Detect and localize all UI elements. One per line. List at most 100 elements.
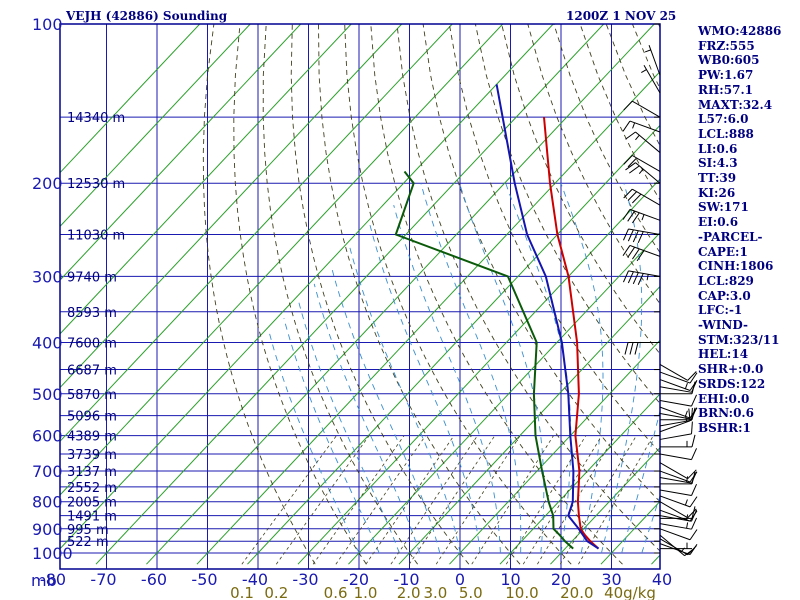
height-label: 522 m (67, 535, 109, 550)
barb-staff (659, 523, 692, 530)
moist-adiabat (459, 183, 545, 554)
isotherm-line (95, 24, 605, 565)
moist-adiabat (600, 183, 643, 554)
index-item: FRZ:555 (698, 38, 755, 53)
barb-staff (659, 462, 688, 480)
barb-full (627, 191, 637, 201)
barb-full (631, 193, 642, 204)
barb-staff (659, 528, 691, 541)
height-label: 4389 m (67, 430, 117, 445)
mixing-ratio-line (312, 435, 405, 565)
index-item: -PARCEL- (698, 229, 763, 244)
barb-full (632, 272, 639, 285)
barb-full (622, 209, 631, 220)
mixing-ratio-label: 2.0 (397, 584, 421, 600)
height-label: 7600 m (67, 336, 117, 351)
wind-barb (624, 341, 660, 355)
barb-half (680, 547, 685, 553)
barb-staff (628, 270, 661, 277)
barb-full (627, 271, 634, 284)
height-label: 5870 m (67, 388, 117, 403)
barb-full (691, 517, 698, 530)
barb-full (691, 394, 698, 407)
moist-adiabat (313, 283, 421, 554)
temperature-tick-label: -50 (191, 570, 217, 589)
isotherm-line (60, 24, 201, 174)
index-item: HEL:14 (698, 347, 749, 362)
temperature-tick-label: 20 (551, 570, 571, 589)
barb-staff (659, 453, 692, 461)
barb-half (632, 122, 636, 129)
barb-full (691, 448, 698, 460)
height-label: 6687 m (67, 364, 117, 379)
isotherm-line (60, 24, 554, 550)
index-item: -WIND- (698, 318, 748, 333)
index-item: LCL:888 (698, 126, 754, 141)
parcel-line (495, 84, 600, 550)
wind-barb (659, 495, 698, 508)
barb-staff (648, 45, 661, 76)
mixing-ratio-label: 20.0 (560, 584, 593, 600)
mixing-ratio-line (390, 435, 478, 565)
index-item: LCL:829 (698, 273, 754, 288)
pressure-tick-label: 900 (32, 520, 63, 539)
wind-barb (622, 244, 661, 262)
barb-staff (659, 489, 692, 496)
pressure-tick-label: 100 (32, 15, 63, 34)
barb-half (635, 134, 640, 141)
height-label: 2552 m (67, 481, 117, 496)
moist-adiabat (369, 224, 481, 554)
mixing-ratio-line (522, 435, 603, 565)
height-label: 5096 m (67, 410, 117, 425)
index-item: PW:1.67 (698, 68, 754, 83)
barb-staff (659, 400, 692, 407)
height-label: 11030 m (67, 229, 125, 244)
mixing-ratio-line (408, 435, 496, 565)
wind-barb (659, 538, 697, 556)
dry-adiabat (789, 24, 800, 564)
temperature-tick-label: -60 (141, 570, 167, 589)
pressure-tick-label: 400 (32, 333, 63, 352)
barb-staff (659, 386, 692, 393)
index-item: RH:57.1 (698, 82, 753, 97)
plot-frame (59, 23, 661, 570)
barb-staff (629, 244, 661, 257)
dry-adiabat (290, 24, 470, 565)
dry-adiabat (527, 24, 660, 305)
wind-barb (622, 270, 661, 285)
barb-staff (632, 155, 661, 172)
barb-staff (659, 470, 691, 483)
moist-adiabat (560, 183, 604, 554)
height-label: 995 m (67, 523, 109, 538)
index-item: CAPE:1 (698, 244, 748, 259)
dry-adiabat (422, 24, 660, 503)
barb-full (691, 434, 696, 447)
mixing-ratio-label: 5.0 (459, 584, 483, 600)
mixing-ratio-label: 0.1 (230, 584, 254, 600)
barb-full (631, 212, 640, 224)
barb-staff (659, 413, 692, 420)
barb-full (689, 379, 698, 391)
height-label: 9740 m (67, 270, 117, 285)
barb-full (634, 342, 639, 355)
wind-barb (659, 371, 698, 384)
barb-full (623, 188, 633, 199)
mixing-ratio-label: 1.0 (354, 584, 378, 600)
pressure-tick-label: 500 (32, 385, 63, 404)
barb-staff (643, 64, 661, 94)
index-item: SRDS:122 (698, 376, 766, 391)
index-item: STM:323/11 (698, 332, 780, 347)
pressure-tick-label: 600 (32, 427, 63, 446)
isotherm-line (60, 24, 352, 335)
mixing-ratio-label: 3.0 (423, 584, 447, 600)
wind-barb (659, 394, 698, 407)
barb-full (622, 270, 629, 283)
barb-full (623, 100, 633, 111)
barb-full (627, 210, 636, 222)
barb-staff (632, 100, 661, 118)
barb-full (684, 547, 695, 557)
index-item: SHR+:0.0 (698, 362, 764, 377)
temperature-tick-label: -40 (242, 570, 268, 589)
moist-adiabat (393, 204, 501, 554)
